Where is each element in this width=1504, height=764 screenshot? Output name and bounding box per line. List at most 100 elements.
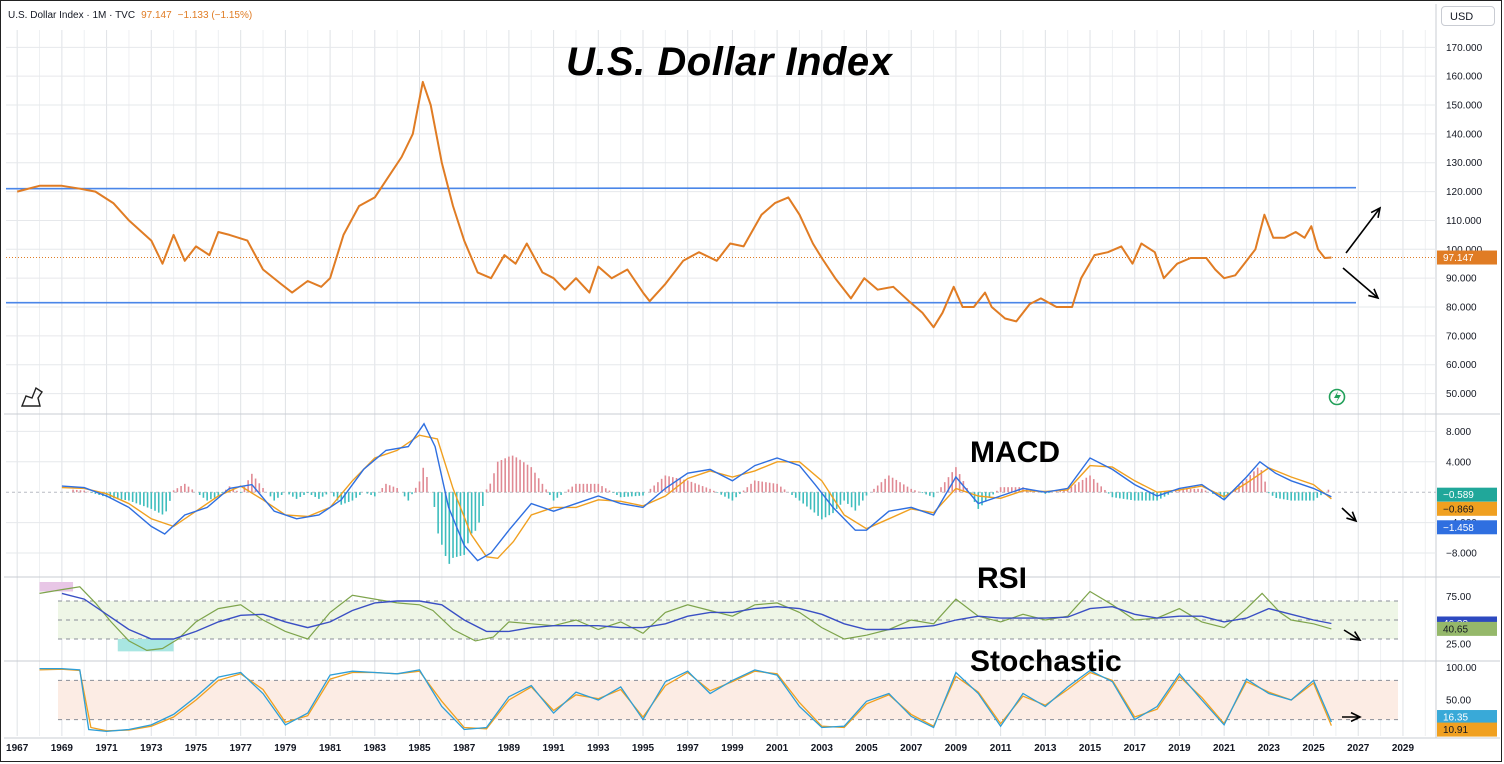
price-down-arrow-head	[1368, 288, 1380, 300]
x-tick-label: 1993	[587, 743, 610, 754]
stoch-k-badge: 16.35	[1443, 713, 1468, 724]
macd-badge-bg	[1437, 487, 1497, 502]
tradingview-logo-icon	[20, 386, 43, 407]
rsi-label: RSI	[977, 562, 1028, 595]
x-tick-label: 1973	[140, 743, 163, 754]
rsi-down-arrow-shaft	[1343, 629, 1361, 641]
x-tick-label: 1975	[185, 743, 208, 754]
macd-panel	[6, 422, 1436, 564]
last-price: 97.147	[141, 10, 172, 21]
price-change: −1.133 (−1.15%)	[177, 10, 253, 21]
y-tick-label: 100.000	[1446, 245, 1483, 256]
x-tick-label: 2001	[766, 743, 789, 754]
x-tick-label: 2009	[945, 743, 968, 754]
y-tick-label: 25.00	[1446, 639, 1471, 650]
x-tick-label: 2005	[855, 743, 878, 754]
value-badges: 97.147−0.589−0.869−1.45846.3340.6516.351…	[1437, 250, 1497, 737]
x-tick-label: 2025	[1302, 743, 1325, 754]
rsi-line	[39, 586, 1332, 652]
symbol-header[interactable]: U.S. Dollar Index · 1M · TVC 97.147 −1.133…	[8, 10, 252, 21]
x-tick-label: 2007	[900, 743, 923, 754]
signal-badge: −0.869	[1443, 504, 1474, 515]
bolt-glyph	[1334, 391, 1341, 403]
x-tick-label: 2017	[1124, 743, 1147, 754]
y-tick-label: 140.000	[1446, 129, 1483, 140]
x-tick-label: 1987	[453, 743, 476, 754]
price-panel	[5, 80, 1436, 329]
y-tick-label: 90.000	[1446, 274, 1477, 285]
indicator-bands	[58, 600, 1398, 721]
x-tick-label: 2027	[1347, 743, 1370, 754]
macd-badge: −0.589	[1443, 490, 1474, 501]
rsi-ma-line	[61, 592, 1332, 640]
stoch-d-badge: 10.91	[1443, 725, 1468, 736]
macd-down-arrow-head	[1346, 511, 1358, 523]
stoch-k-line	[39, 667, 1332, 733]
rsi-panel	[39, 582, 1332, 652]
stochastic-panel	[39, 667, 1332, 733]
x-tick-label: 1977	[230, 743, 253, 754]
upper-channel-line	[5, 186, 1357, 190]
x-tick-label: 1995	[632, 743, 655, 754]
x-tick-label: 2019	[1168, 743, 1191, 754]
stoch-right-arrow	[1342, 711, 1362, 723]
x-tick-label: 1985	[408, 743, 431, 754]
y-tick-label: 170.000	[1446, 43, 1483, 54]
y-tick-label: 8.000	[1446, 427, 1471, 438]
y-tick-label: −8.000	[1446, 549, 1477, 560]
rsi-down-arrow-head	[1349, 631, 1362, 641]
stoch-right-arrow-head	[1350, 711, 1362, 723]
x-tick-label: 1989	[498, 743, 521, 754]
rsi-badge: 40.65	[1443, 624, 1468, 635]
y-tick-label: 80.000	[1446, 303, 1477, 314]
y-tick-label: 60.000	[1446, 360, 1477, 371]
x-tick-label: 1997	[677, 743, 700, 754]
logo-glyph	[20, 386, 43, 407]
y-tick-label: 110.000	[1446, 216, 1482, 227]
macd-label: MACD	[970, 436, 1060, 469]
price-up-arrow-shaft	[1345, 207, 1381, 254]
stoch-d-badge-bg	[1437, 722, 1497, 737]
stochastic-label: Stochastic	[970, 645, 1122, 678]
bolt-circle	[1328, 388, 1346, 406]
rsi-down-arrow	[1343, 629, 1362, 641]
x-tick-label: 1983	[364, 743, 387, 754]
y-tick-label: 70.000	[1446, 331, 1477, 342]
y-tick-label: 4.000	[1446, 457, 1471, 468]
x-tick-label: 2003	[811, 743, 834, 754]
axes: 1967 1969 1971 1973 1975 1977 1979 1981 1983 1985…	[6, 43, 1483, 754]
macd-down-arrow	[1341, 507, 1358, 523]
symbol-name: U.S. Dollar Index · 1M · TVC	[8, 10, 136, 21]
signal-badge-bg	[1437, 501, 1497, 516]
x-tick-label: 1981	[319, 743, 342, 754]
x-tick-label: 1967	[6, 743, 29, 754]
y-tick-label: 50.00	[1446, 696, 1471, 707]
stoch-band-fill	[58, 680, 1398, 720]
x-tick-label: 1991	[542, 743, 565, 754]
y-tick-label: 160.000	[1446, 72, 1483, 83]
x-tick-label: 2015	[1079, 743, 1102, 754]
currency-button[interactable]: USD	[1441, 6, 1495, 26]
price-up-arrow-head	[1370, 206, 1382, 218]
rsi-badge-bg	[1437, 621, 1497, 636]
price-down-arrow-shaft	[1342, 267, 1379, 299]
x-tick-label: 2029	[1392, 743, 1415, 754]
macd-signal-line	[61, 434, 1332, 560]
stoch-k-badge-bg	[1437, 710, 1497, 725]
y-tick-label: 100.00	[1446, 663, 1477, 674]
macd-line	[61, 422, 1332, 562]
y-tick-label: 130.000	[1446, 158, 1483, 169]
price-up-arrow	[1345, 206, 1382, 254]
rsi-overbought-fill	[39, 582, 74, 592]
y-tick-label: 75.00	[1446, 592, 1471, 603]
x-tick-label: 1969	[51, 743, 74, 754]
x-tick-label: 2013	[1034, 743, 1057, 754]
histogram-badge: −1.458	[1443, 523, 1474, 534]
chart-title: U.S. Dollar Index	[566, 40, 893, 84]
y-tick-label: 120.000	[1446, 187, 1483, 198]
y-tick-label: 150.000	[1446, 101, 1483, 112]
x-tick-label: 2023	[1258, 743, 1281, 754]
x-tick-label: 1999	[721, 743, 744, 754]
